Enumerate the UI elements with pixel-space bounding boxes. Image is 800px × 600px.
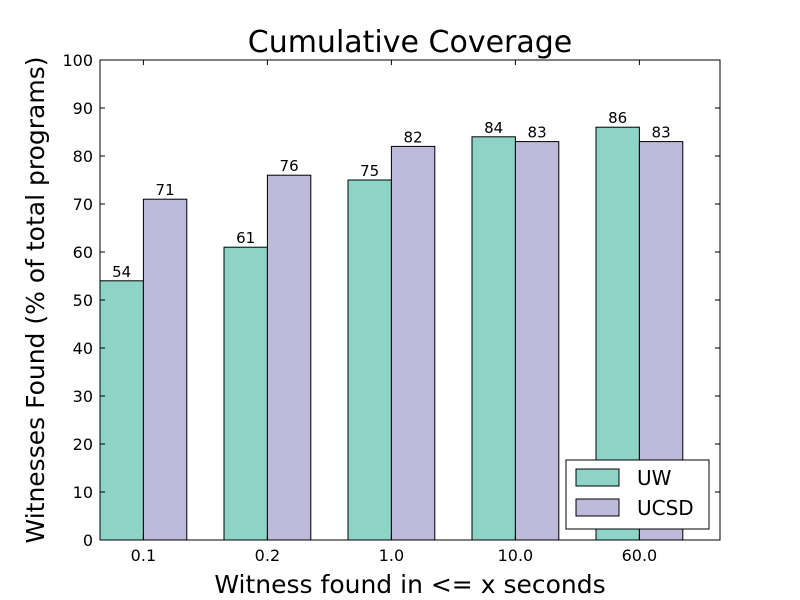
legend-label-ucsd: UCSD	[637, 496, 694, 520]
y-tick-label-4: 40	[73, 339, 93, 358]
bar-ucsd-2	[390, 145, 436, 541]
data-label-uw-3: 84	[484, 119, 503, 137]
bar-ucsd-3	[514, 141, 560, 541]
y-tick-label-5: 50	[73, 291, 93, 310]
legend-swatch-ucsd	[575, 498, 620, 517]
x-tick-label-3: 10.0	[498, 546, 534, 565]
bar-ucsd-1	[266, 174, 312, 541]
y-tick-label-6: 60	[73, 243, 93, 262]
bar-ucsd-0	[142, 198, 188, 541]
data-label-ucsd-3: 83	[528, 124, 547, 142]
x-tick-label-2: 1.0	[379, 546, 404, 565]
bar-uw-3	[471, 136, 516, 541]
plot-frame	[99, 59, 721, 541]
y-tick-label-7: 70	[73, 195, 93, 214]
x-axis-label: Witness found in <= x seconds	[214, 570, 605, 599]
data-label-uw-2: 75	[360, 162, 379, 180]
y-tick-label-10: 100	[62, 51, 93, 70]
y-tick-label-9: 90	[73, 99, 93, 118]
data-label-uw-0: 54	[112, 263, 131, 281]
data-label-ucsd-4: 83	[652, 124, 671, 142]
data-label-uw-4: 86	[608, 109, 627, 127]
bar-uw-0	[99, 280, 144, 541]
bar-uw-1	[223, 246, 268, 541]
y-tick-label-2: 20	[73, 435, 93, 454]
data-label-ucsd-2: 82	[404, 128, 423, 146]
data-label-ucsd-1: 76	[280, 157, 299, 175]
legend: UW UCSD	[565, 459, 710, 530]
ticks-layer: 0 10 20 30 40 50 60 70 80 90 100 0.1 0.2 1.0 10.0 60.0	[62, 51, 720, 565]
y-tick-label-3: 30	[73, 387, 93, 406]
y-tick-label-8: 80	[73, 147, 93, 166]
chart-title: Cumulative Coverage	[248, 25, 573, 60]
data-label-uw-1: 61	[236, 229, 255, 247]
y-axis-label: Witnesses Found (% of total programs)	[21, 57, 50, 544]
x-tick-label-0: 0.1	[131, 546, 156, 565]
bar-uw-2	[347, 179, 392, 541]
legend-label-uw: UW	[637, 466, 672, 490]
data-labels-layer: 54 61 75 84 86 71 76 82 83 83	[112, 109, 670, 281]
x-tick-label-1: 0.2	[255, 546, 280, 565]
y-tick-label-0: 0	[83, 531, 93, 550]
legend-swatch-uw	[575, 468, 620, 487]
x-tick-label-4: 60.0	[622, 546, 658, 565]
data-label-ucsd-0: 71	[156, 181, 175, 199]
y-tick-label-1: 10	[73, 483, 93, 502]
